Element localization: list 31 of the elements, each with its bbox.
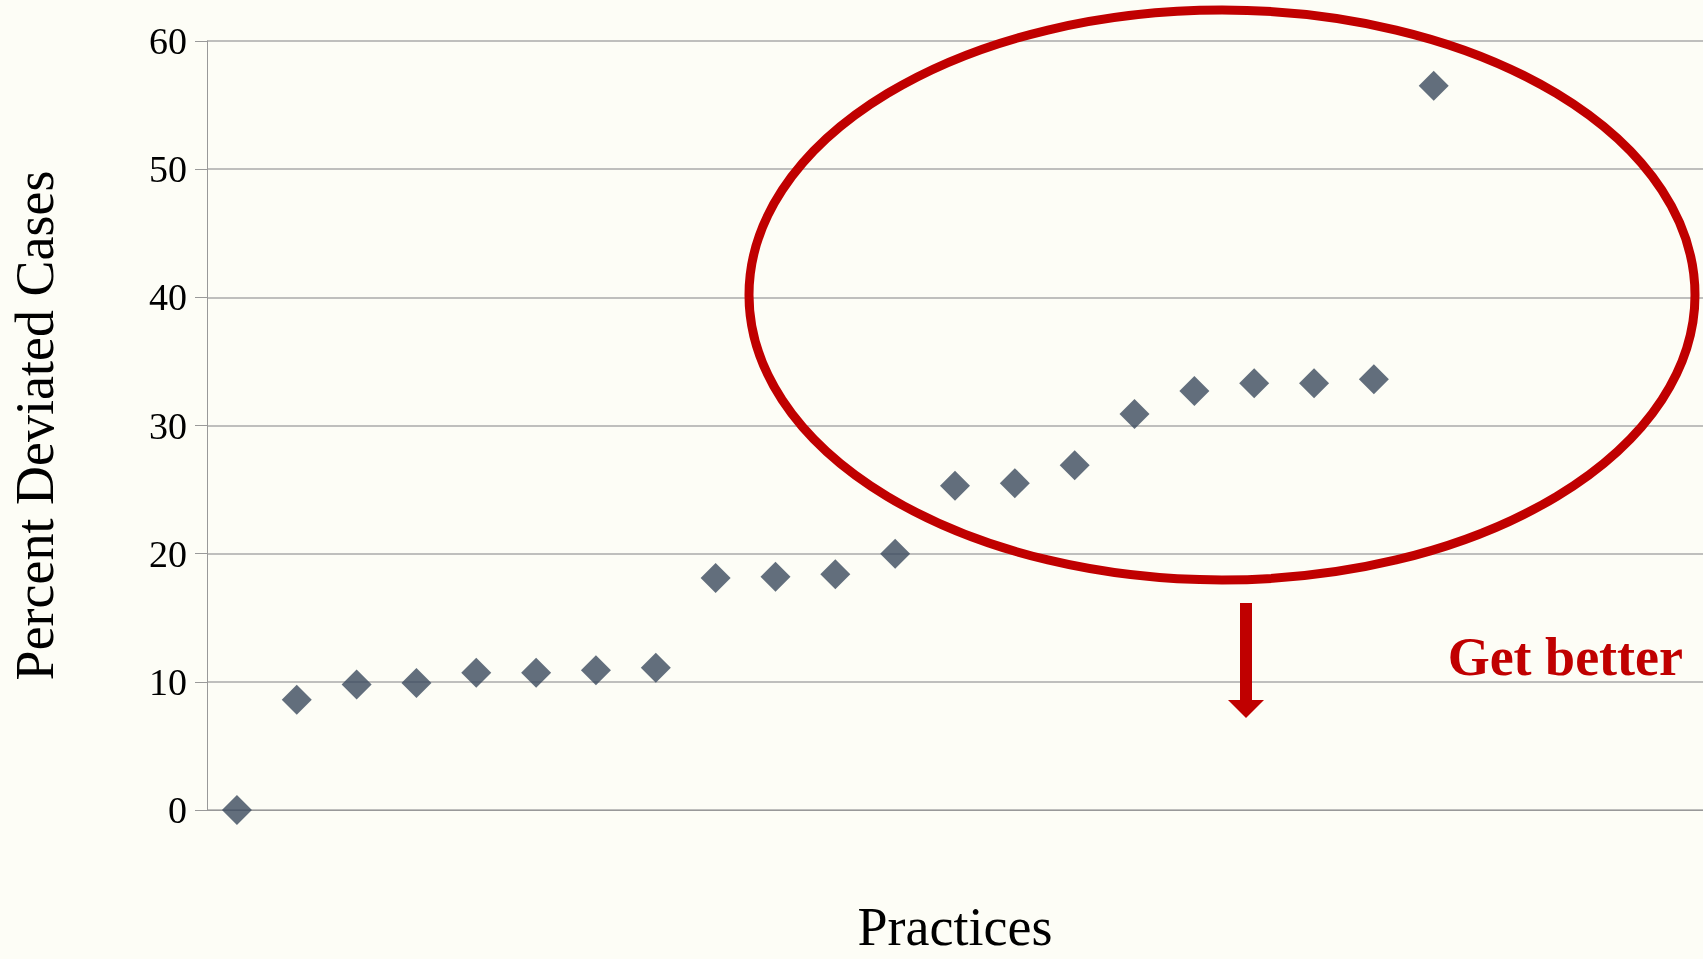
point (401, 668, 432, 699)
point (999, 468, 1030, 499)
y-tick-label: 30 (149, 404, 187, 447)
point (461, 657, 492, 688)
point (1239, 368, 1270, 399)
y-tick-label: 10 (149, 660, 187, 703)
point (940, 470, 970, 501)
point (1299, 368, 1330, 399)
point (221, 795, 252, 825)
point (1179, 375, 1210, 406)
annotation: Get better (1447, 627, 1684, 687)
point (880, 538, 911, 569)
y-tick-label: 40 (149, 276, 187, 319)
point (281, 684, 312, 715)
point (1418, 70, 1449, 101)
point (1119, 398, 1150, 429)
y-axis-title: Percent Deviated Cases (5, 170, 65, 681)
point (1059, 450, 1090, 481)
y-tick-label: 50 (149, 148, 187, 191)
point (760, 561, 791, 592)
point (820, 559, 851, 590)
y-tick-label: 20 (149, 532, 187, 575)
point (521, 657, 552, 688)
y-tick-label: 60 (149, 20, 187, 62)
y-tick-label: 0 (168, 789, 187, 831)
point (700, 563, 731, 594)
point (640, 652, 671, 683)
x-axis-title: Practices (857, 897, 1053, 957)
point (1358, 364, 1389, 395)
point (341, 669, 372, 700)
point (580, 655, 611, 686)
